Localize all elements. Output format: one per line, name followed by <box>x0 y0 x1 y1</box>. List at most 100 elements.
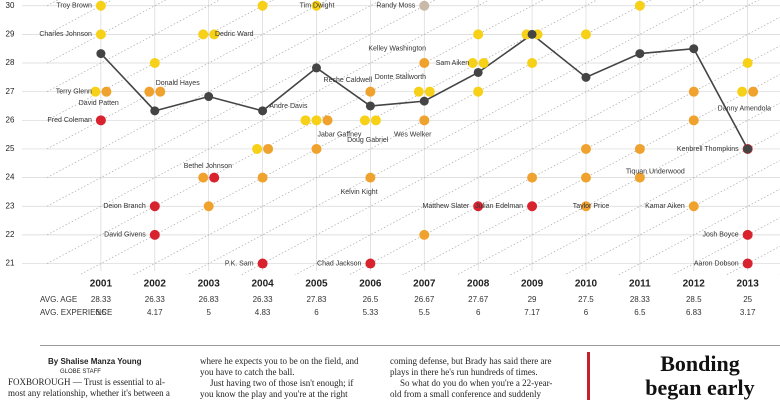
player-label: Kenbrell Thompkins <box>677 146 739 153</box>
player-dot <box>634 172 645 183</box>
player-dot <box>257 258 268 269</box>
player-dot <box>527 201 538 212</box>
player-label: Chad Jackson <box>317 260 361 267</box>
table-cell: 6.5 <box>634 308 646 317</box>
y-tick-label: 28 <box>6 58 15 67</box>
y-tick-label: 21 <box>6 259 15 268</box>
x-tick-label: 2006 <box>359 279 382 290</box>
table-cell: 5 <box>206 308 211 317</box>
average-dot <box>743 144 753 154</box>
player-dot <box>413 86 424 97</box>
player-dot <box>322 115 333 126</box>
plot <box>22 0 780 271</box>
average-dot <box>96 49 106 59</box>
player-label: Sam Aiken <box>436 60 470 67</box>
text-line: you have to catch the ball. <box>200 367 295 377</box>
x-tick-label: 2011 <box>629 279 651 290</box>
player-dot <box>419 0 430 11</box>
table-cell: 6 <box>314 308 319 317</box>
player-dot <box>101 86 112 97</box>
sidebar-rule <box>587 352 590 400</box>
rule <box>40 345 780 346</box>
player-dot <box>473 86 484 97</box>
average-dot <box>581 72 591 82</box>
x-tick-label: 2009 <box>521 279 544 290</box>
table-cell: 28.5 <box>686 295 702 304</box>
y-tick-label: 30 <box>6 1 15 10</box>
player-dot <box>419 58 430 69</box>
average-dot <box>635 49 645 59</box>
row-label: AVG. AGE <box>40 295 77 304</box>
player-dot <box>473 29 484 40</box>
y-tick-label: 23 <box>6 201 15 210</box>
player-dot <box>634 143 645 154</box>
y-tick-label: 29 <box>6 29 15 38</box>
x-tick-label: 2002 <box>144 279 167 290</box>
table-cell: 6 <box>476 308 481 317</box>
average-dot <box>311 63 321 73</box>
player-dot <box>90 86 101 97</box>
player-dot <box>688 201 699 212</box>
player-dot <box>209 172 220 183</box>
player-dot <box>634 0 645 11</box>
average-dot <box>258 106 268 116</box>
column: coming defense, but Brady has said there… <box>390 356 552 400</box>
player-label: Julian Edelman <box>475 203 523 210</box>
average-dot <box>150 106 160 116</box>
player-label: Randy Moss <box>376 3 415 10</box>
aging-guide <box>725 246 780 275</box>
table-cell: 28.33 <box>630 295 651 304</box>
table-cell: 26.67 <box>414 295 435 304</box>
player-dot <box>370 115 381 126</box>
player-dot <box>311 115 322 126</box>
player-label: Deion Branch <box>103 203 146 210</box>
player-dot <box>478 58 489 69</box>
player-dot <box>742 258 753 269</box>
x-tick-label: 2005 <box>305 279 328 290</box>
player-dot <box>257 172 268 183</box>
table-cell: 4.17 <box>147 308 163 317</box>
table-cell: 6.5 <box>95 308 107 317</box>
x-tick-label: 2013 <box>737 279 760 290</box>
x-tick-label: 2010 <box>575 279 598 290</box>
player-dot <box>424 86 435 97</box>
player-dot <box>144 86 155 97</box>
player-dot <box>688 86 699 97</box>
player-label: Aaron Dobson <box>694 260 739 267</box>
player-dot <box>365 258 376 269</box>
player-dot <box>365 172 376 183</box>
player-dot <box>149 229 160 240</box>
player-dot <box>467 58 478 69</box>
table-cell: 6 <box>584 308 589 317</box>
player-label: Doug Gabriel <box>347 137 389 144</box>
text-line: most any relationship, whether it's betw… <box>8 388 170 398</box>
text-line: you know the play and you're at the righ… <box>200 389 348 399</box>
player-dot <box>209 29 220 40</box>
player-dot <box>748 86 759 97</box>
player-dot <box>580 201 591 212</box>
player-dot <box>95 115 106 126</box>
player-label: P.K. Sam <box>225 260 254 267</box>
aging-guide <box>78 0 598 275</box>
average-dot <box>365 101 375 111</box>
player-dot <box>580 143 591 154</box>
table-cell: 27.5 <box>578 295 594 304</box>
player-label: Kamar Aiken <box>645 203 685 210</box>
player-label: Tiquan Underwood <box>626 169 685 176</box>
player-label: Tim Dwight <box>300 3 335 10</box>
table-cell: 29 <box>528 295 537 304</box>
player-dot <box>742 229 753 240</box>
sidebar-title: Bonding began early <box>645 351 755 400</box>
table-cell: 3.17 <box>740 308 756 317</box>
player-label: Kelley Washington <box>368 46 426 53</box>
average-dot <box>527 29 537 39</box>
player-label: David Givens <box>104 232 146 239</box>
average-dot <box>204 92 214 102</box>
text-line: coming defense, but Brady has said there… <box>390 356 552 366</box>
table-cell: 26.83 <box>199 295 220 304</box>
text-line: Just having two of those isn't enough; i… <box>210 378 354 388</box>
player-dot <box>359 115 370 126</box>
x-tick-label: 2007 <box>413 279 436 290</box>
aging-guide <box>617 188 780 275</box>
table-cell: 27.67 <box>468 295 489 304</box>
